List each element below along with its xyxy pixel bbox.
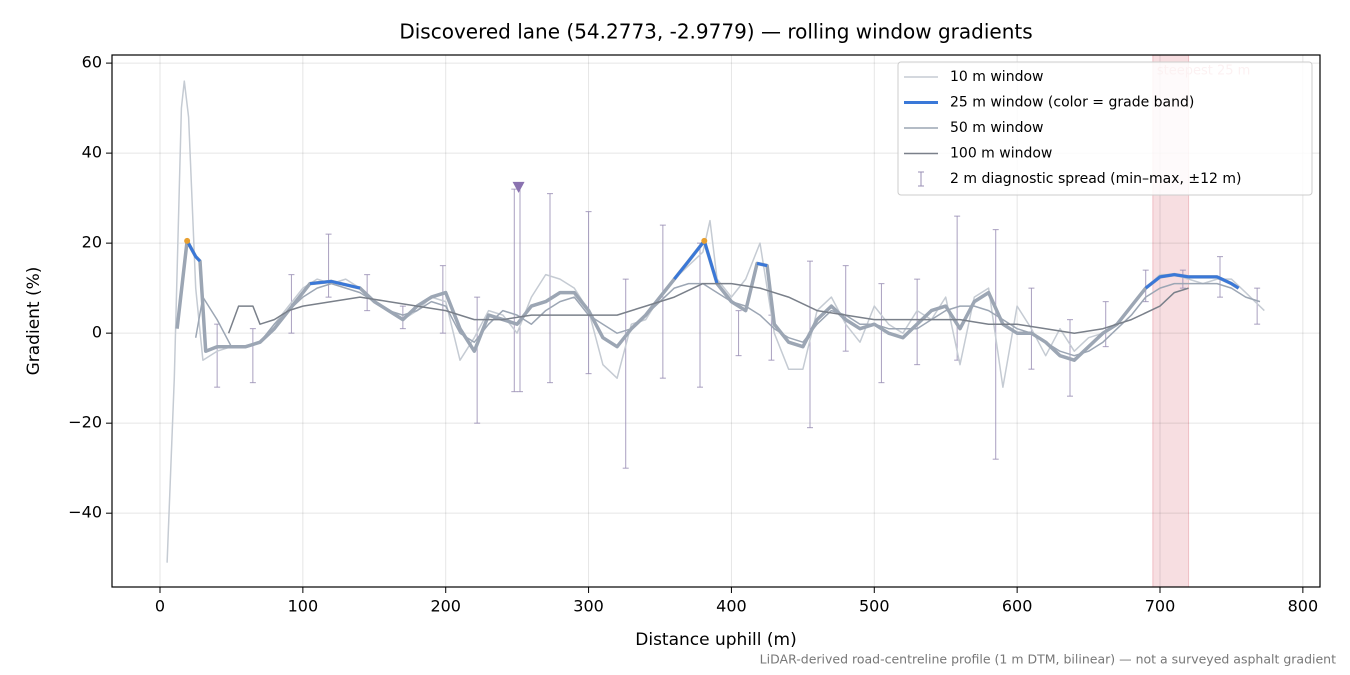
marker-triangle: [512, 181, 525, 193]
legend-label: 50 m window: [950, 120, 1043, 136]
x-tick-label: 100: [288, 597, 319, 616]
error-bar: [807, 260, 813, 429]
error-bar: [585, 211, 592, 375]
grade-band-segment: [673, 239, 719, 285]
error-bar: [249, 328, 256, 384]
grade-band-segment: [309, 279, 361, 290]
plot-frame: [111, 54, 1321, 588]
error-bar: [288, 274, 295, 334]
x-tick-label: 0: [155, 597, 165, 616]
error-bar: [1179, 269, 1186, 289]
y-axis-label: Gradient (%): [24, 267, 44, 376]
grade-band-segment: [185, 240, 202, 263]
legend-label: 10 m window: [950, 69, 1043, 85]
error-bar: [1254, 287, 1261, 325]
x-tick-label: 400: [716, 597, 747, 616]
x-axis-label: Distance uphill (m): [635, 630, 796, 650]
x-tick-label: 700: [1145, 597, 1176, 616]
chart-title: Discovered lane (54.2773, -2.9779) — rol…: [399, 20, 1032, 44]
error-bar: [735, 310, 742, 357]
legend-label: 2 m diagnostic spread (min–max, ±12 m): [950, 171, 1241, 187]
x-tick-label: 600: [1002, 597, 1033, 616]
grade-band-segment: [756, 261, 768, 268]
error-bar: [439, 265, 446, 334]
error-bar: [547, 193, 553, 384]
y-tick-label: 60: [82, 53, 102, 72]
legend-box: [897, 61, 1313, 196]
error-bar: [325, 233, 332, 298]
error-bar: [622, 278, 629, 469]
series-line: [194, 282, 1261, 357]
series-line: [227, 282, 1189, 334]
error-bar: [878, 283, 885, 384]
error-bar: [474, 296, 481, 424]
x-tick-label: 200: [430, 597, 461, 616]
grade-band-segment: [1144, 273, 1240, 290]
x-tick-label: 800: [1288, 597, 1319, 616]
legend-label: 100 m window: [950, 146, 1052, 162]
footnote: LiDAR-derived road-centreline profile (1…: [760, 652, 1336, 667]
y-tick-label: −40: [68, 503, 102, 522]
y-tick-label: −20: [68, 413, 102, 432]
y-tick-label: 40: [82, 143, 102, 162]
x-tick-label: 300: [573, 597, 604, 616]
error-bar: [659, 224, 666, 379]
peak-dot: [701, 237, 708, 244]
peak-dot: [184, 237, 191, 244]
error-bar: [511, 188, 518, 393]
y-tick-label: 20: [82, 233, 102, 252]
y-tick-label: 0: [92, 323, 102, 342]
error-bar: [842, 265, 849, 352]
x-tick-label: 500: [859, 597, 890, 616]
legend-label: 25 m window (color = grade band): [950, 95, 1194, 111]
error-bar: [992, 229, 999, 460]
